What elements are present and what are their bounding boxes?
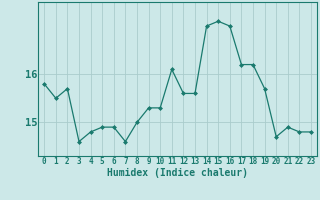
X-axis label: Humidex (Indice chaleur): Humidex (Indice chaleur) xyxy=(107,168,248,178)
